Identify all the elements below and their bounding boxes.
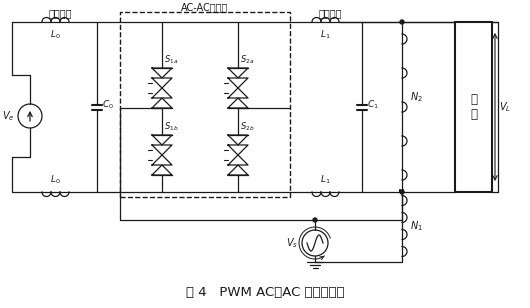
Text: $N_1$: $N_1$ — [410, 219, 423, 233]
Text: $C_1$: $C_1$ — [367, 99, 379, 111]
Text: $L_0$: $L_0$ — [50, 173, 61, 185]
Text: $L_1$: $L_1$ — [320, 173, 331, 185]
Text: $L_1$: $L_1$ — [320, 29, 331, 41]
Text: 负
荷: 负 荷 — [470, 93, 477, 121]
Text: $S_{1a}$: $S_{1a}$ — [164, 54, 178, 66]
Text: $V_e$: $V_e$ — [3, 109, 15, 123]
Text: 图 4   PWM AC－AC 变换器结构: 图 4 PWM AC－AC 变换器结构 — [186, 286, 344, 299]
Text: AC-AC变换器: AC-AC变换器 — [181, 2, 228, 12]
Text: $V_L$: $V_L$ — [499, 100, 511, 114]
Text: $L_0$: $L_0$ — [50, 29, 61, 41]
Text: 交流滤波: 交流滤波 — [318, 8, 342, 18]
Text: 交流滤波: 交流滤波 — [48, 8, 72, 18]
Text: $V_s$: $V_s$ — [286, 236, 298, 250]
Bar — [120, 12, 290, 197]
Bar — [455, 22, 492, 192]
Text: $S_{1b}$: $S_{1b}$ — [164, 120, 179, 133]
Text: $C_0$: $C_0$ — [102, 99, 114, 111]
Circle shape — [400, 20, 404, 24]
Circle shape — [400, 190, 404, 194]
Text: $N_2$: $N_2$ — [410, 90, 423, 104]
Text: $S_{2a}$: $S_{2a}$ — [240, 54, 254, 66]
Circle shape — [313, 218, 317, 222]
Text: $S_{2b}$: $S_{2b}$ — [240, 120, 254, 133]
